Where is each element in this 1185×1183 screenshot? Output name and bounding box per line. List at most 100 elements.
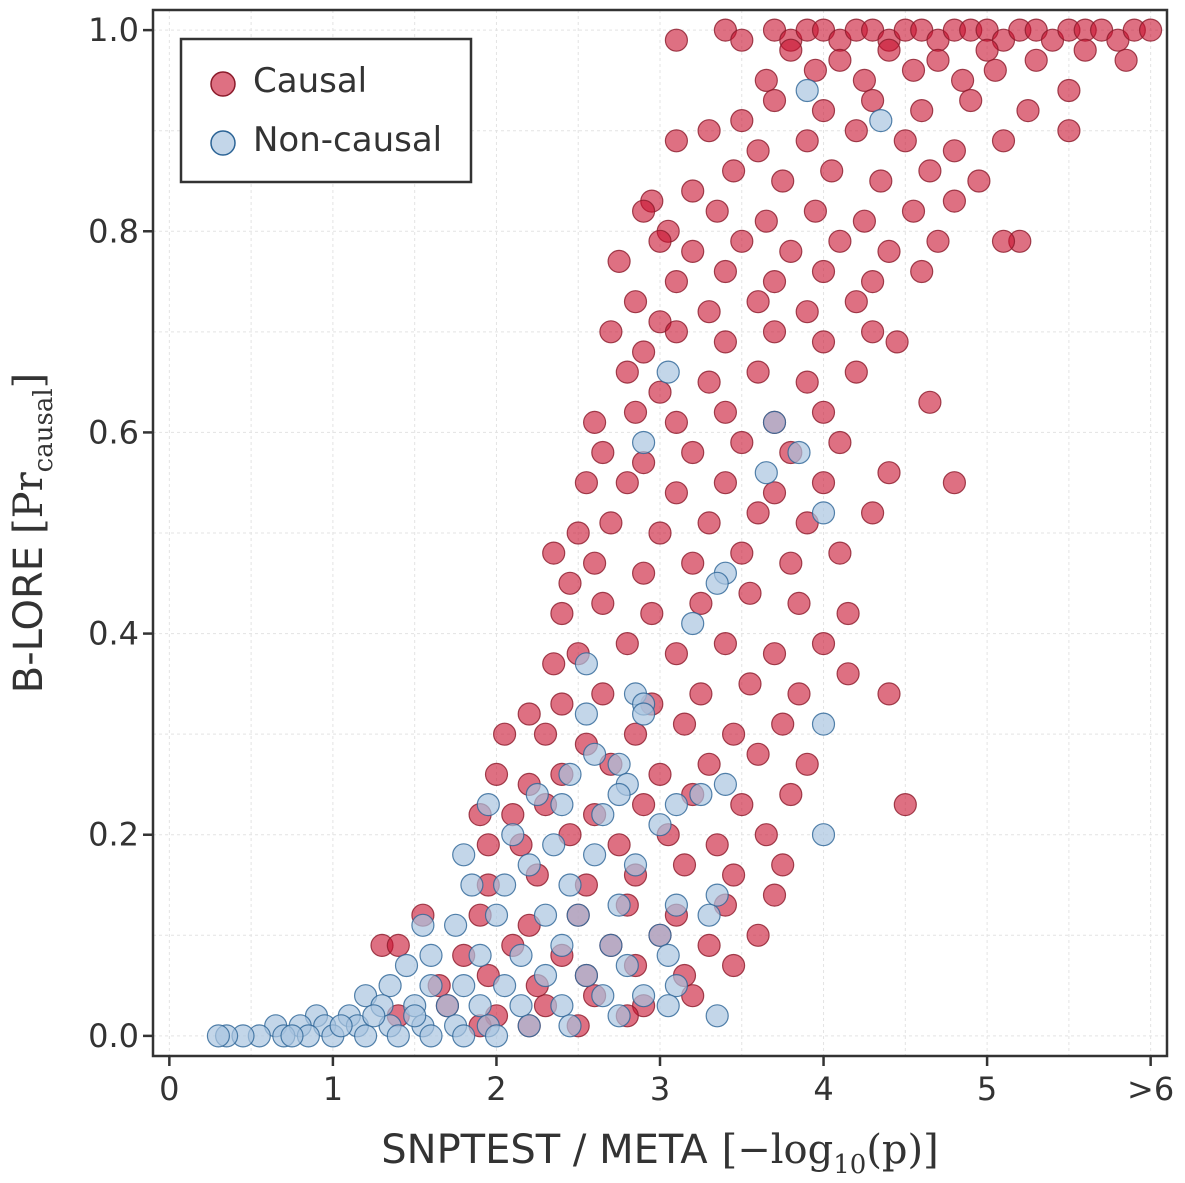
causal-point xyxy=(558,571,582,595)
causal-point xyxy=(681,440,705,465)
causal-point xyxy=(746,742,770,766)
non-causal-point xyxy=(558,762,582,787)
causal-point xyxy=(713,631,738,656)
causal-point xyxy=(811,330,836,354)
causal-point xyxy=(721,953,746,978)
causal-point xyxy=(648,762,672,787)
causal-point xyxy=(942,139,967,163)
causal-point xyxy=(640,601,664,626)
causal-point xyxy=(852,68,877,93)
non-causal-point xyxy=(591,802,615,827)
non-causal-point xyxy=(550,933,574,958)
causal-point xyxy=(550,692,574,716)
non-causal-series xyxy=(206,78,893,1048)
causal-point xyxy=(730,430,754,455)
causal-point xyxy=(730,108,754,133)
non-causal-point xyxy=(705,1004,729,1028)
x-tick-label: 0 xyxy=(159,1070,179,1108)
non-causal-point xyxy=(656,994,680,1018)
causal-point xyxy=(681,179,705,203)
causal-point xyxy=(631,561,656,585)
x-axis-math-tail: (p)] xyxy=(866,1127,938,1173)
causal-point xyxy=(664,270,689,294)
causal-point xyxy=(1073,38,1097,62)
causal-point xyxy=(811,98,836,123)
causal-point xyxy=(983,58,1007,82)
causal-point xyxy=(599,511,623,535)
causal-point xyxy=(721,159,746,183)
causal-point xyxy=(918,390,942,414)
non-causal-point xyxy=(419,973,443,998)
non-causal-point xyxy=(468,943,492,968)
causal-point xyxy=(779,551,803,575)
non-causal-point xyxy=(525,782,549,807)
non-causal-point xyxy=(681,611,705,636)
causal-point xyxy=(754,823,778,847)
causal-point xyxy=(697,370,721,394)
non-causal-point xyxy=(566,903,590,927)
non-causal-point xyxy=(509,994,533,1018)
non-causal-point xyxy=(631,984,656,1008)
x-tick-label: 4 xyxy=(813,1070,833,1108)
non-causal-point xyxy=(795,78,819,103)
non-causal-point xyxy=(542,833,566,857)
causal-point xyxy=(950,68,975,93)
causal-point xyxy=(697,300,721,324)
non-causal-point xyxy=(631,702,656,726)
causal-point xyxy=(631,340,656,364)
causal-point xyxy=(713,400,738,424)
axis-ticks: 0 1 2 3 4 5 >6 0.0 0.2 0.4 0.6 0.8 1.0 xyxy=(88,11,1174,1108)
causal-point xyxy=(689,682,713,706)
non-causal-point xyxy=(811,712,836,736)
non-causal-point xyxy=(689,782,713,807)
causal-point xyxy=(648,229,672,253)
causal-point xyxy=(681,239,705,263)
causal-point xyxy=(713,471,738,495)
y-axis-label: B-LORE xyxy=(6,546,52,693)
causal-point xyxy=(991,129,1016,153)
causal-point xyxy=(828,430,852,455)
non-causal-point xyxy=(713,772,738,797)
non-causal-point xyxy=(582,742,607,766)
non-causal-point xyxy=(403,1004,427,1028)
non-causal-point xyxy=(811,501,836,525)
y-tick-label: 0.0 xyxy=(88,1017,139,1055)
causal-point xyxy=(926,48,950,72)
y-tick-label: 0.2 xyxy=(88,816,139,854)
causal-point xyxy=(746,923,770,947)
causal-point xyxy=(901,58,926,82)
non-causal-point xyxy=(509,943,533,968)
causal-point xyxy=(975,38,999,62)
non-causal-point xyxy=(787,440,811,465)
non-causal-point xyxy=(460,873,484,897)
causal-point xyxy=(681,551,705,575)
causal-point xyxy=(860,320,885,344)
causal-point xyxy=(615,631,639,656)
causal-point xyxy=(779,38,803,62)
x-tick-label: 5 xyxy=(977,1070,997,1108)
non-causal-point xyxy=(206,1024,230,1048)
causal-point xyxy=(599,320,623,344)
non-causal-point xyxy=(754,461,778,485)
non-causal-point xyxy=(354,1024,378,1048)
causal-point xyxy=(697,752,721,776)
non-causal-point xyxy=(574,652,599,676)
non-causal-point xyxy=(574,963,599,988)
causal-point xyxy=(811,259,836,284)
causal-point xyxy=(533,722,558,746)
causal-point xyxy=(738,672,762,696)
x-tick-label: 3 xyxy=(650,1070,670,1108)
causal-point xyxy=(779,782,803,807)
causal-point xyxy=(648,380,672,404)
causal-point xyxy=(574,471,599,495)
causal-point xyxy=(844,290,868,314)
causal-point xyxy=(730,541,754,565)
non-causal-point xyxy=(501,823,525,847)
causal-point xyxy=(885,330,909,354)
causal-point xyxy=(713,259,738,284)
causal-point xyxy=(746,139,770,163)
y-tick-label: 1.0 xyxy=(88,11,139,49)
causal-point xyxy=(762,320,787,344)
non-causal-point xyxy=(435,994,459,1018)
x-axis-math: [−log xyxy=(722,1127,834,1173)
